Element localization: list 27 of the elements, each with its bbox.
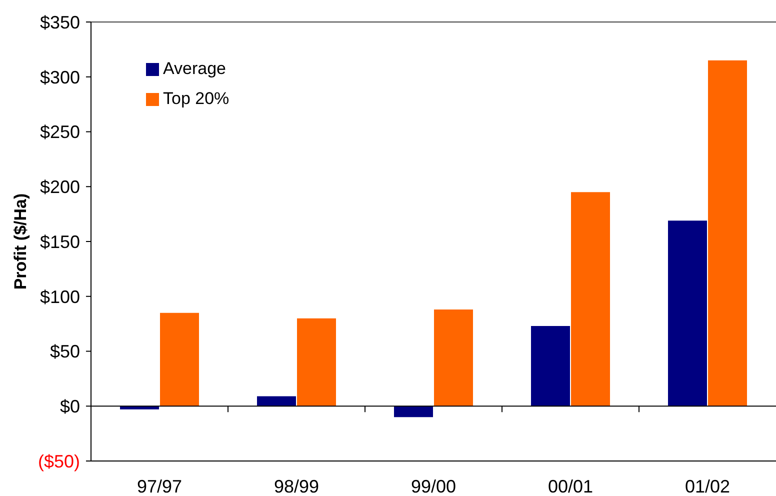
y-tick-label: $250	[40, 122, 80, 142]
bar	[668, 220, 707, 406]
x-tick-label: 97/97	[136, 476, 182, 496]
x-tick-label: 98/99	[274, 476, 320, 496]
y-tick-label: $300	[40, 67, 80, 88]
y-axis-title: Profit ($/Ha)	[10, 193, 30, 290]
legend-label: Average	[163, 59, 226, 79]
x-tick-label: 01/02	[684, 476, 730, 496]
y-tick-label: $200	[40, 177, 80, 198]
x-tick-label: 99/00	[410, 476, 456, 496]
bar	[160, 312, 199, 406]
bar	[257, 396, 296, 406]
legend-label: Top 20%	[163, 89, 230, 109]
bar	[571, 192, 610, 406]
y-tick-label: ($50)	[38, 451, 80, 472]
y-tick-label: $50	[50, 342, 80, 362]
y-tick-label: $100	[40, 286, 80, 307]
x-tick-label: 00/01	[548, 476, 594, 496]
bar	[434, 310, 473, 406]
bar	[394, 406, 433, 418]
y-tick-label: $150	[40, 232, 80, 252]
bar	[120, 406, 159, 410]
bar	[531, 326, 570, 406]
y-tick-label: $350	[40, 12, 80, 32]
y-tick-label: $0	[60, 396, 80, 417]
bar	[297, 318, 336, 406]
bar	[708, 60, 747, 406]
